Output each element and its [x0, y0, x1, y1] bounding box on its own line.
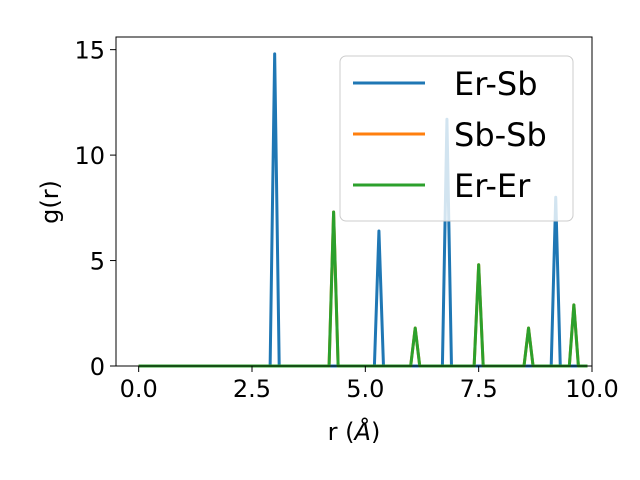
x-tick-label: 5.0: [346, 375, 384, 403]
x-axis-label: r (Å): [328, 417, 381, 446]
y-axis-ticks: 0 5 10 15: [74, 37, 116, 381]
legend-label: Sb-Sb: [454, 116, 547, 154]
legend-label: Er-Er: [454, 167, 531, 205]
x-tick-label: 7.5: [460, 375, 498, 403]
plot-frame: [115, 36, 593, 367]
legend-label: Er-Sb: [454, 65, 538, 103]
x-tick-label: 10.0: [565, 375, 618, 403]
y-tick-label: 15: [74, 37, 105, 65]
legend-box: [339, 55, 574, 222]
x-axis-ticks: 0.0 2.5 5.0 7.5 10.0: [120, 366, 619, 403]
series-line-er-er: [138, 210, 588, 368]
y-tick-label: 10: [74, 142, 105, 170]
x-tick-label: 0.0: [120, 375, 158, 403]
y-axis-label: g(r): [36, 180, 64, 224]
y-tick-label: 5: [90, 248, 105, 276]
y-tick-label: 0: [90, 353, 105, 381]
legend: Er-Sb Sb-Sb Er-Er: [339, 55, 574, 222]
x-tick-label: 2.5: [233, 375, 271, 403]
legend-entries: Er-Sb Sb-Sb Er-Er: [353, 65, 547, 205]
